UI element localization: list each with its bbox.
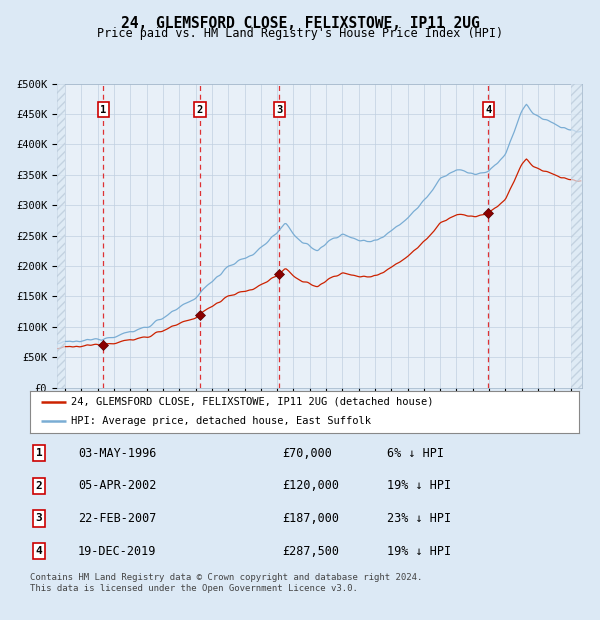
Text: 1: 1: [100, 105, 106, 115]
Text: 03-MAY-1996: 03-MAY-1996: [78, 447, 157, 460]
Bar: [571, 84, 582, 388]
Text: Price paid vs. HM Land Registry's House Price Index (HPI): Price paid vs. HM Land Registry's House …: [97, 27, 503, 40]
Text: £287,500: £287,500: [282, 544, 339, 557]
Text: 6% ↓ HPI: 6% ↓ HPI: [387, 447, 444, 460]
Text: 19% ↓ HPI: 19% ↓ HPI: [387, 544, 451, 557]
Bar: [57, 84, 65, 388]
Text: £70,000: £70,000: [282, 447, 332, 460]
Text: 4: 4: [35, 546, 43, 556]
Text: HPI: Average price, detached house, East Suffolk: HPI: Average price, detached house, East…: [71, 417, 371, 427]
Text: 2: 2: [197, 105, 203, 115]
Text: 2: 2: [35, 481, 43, 491]
Text: 24, GLEMSFORD CLOSE, FELIXSTOWE, IP11 2UG: 24, GLEMSFORD CLOSE, FELIXSTOWE, IP11 2U…: [121, 16, 479, 30]
Text: 23% ↓ HPI: 23% ↓ HPI: [387, 512, 451, 525]
Text: 19% ↓ HPI: 19% ↓ HPI: [387, 479, 451, 492]
Text: 22-FEB-2007: 22-FEB-2007: [78, 512, 157, 525]
Text: 4: 4: [485, 105, 491, 115]
Text: 3: 3: [35, 513, 43, 523]
Text: 19-DEC-2019: 19-DEC-2019: [78, 544, 157, 557]
Text: 05-APR-2002: 05-APR-2002: [78, 479, 157, 492]
Text: £120,000: £120,000: [282, 479, 339, 492]
Text: 3: 3: [277, 105, 283, 115]
Text: Contains HM Land Registry data © Crown copyright and database right 2024.
This d: Contains HM Land Registry data © Crown c…: [30, 574, 422, 593]
Text: £187,000: £187,000: [282, 512, 339, 525]
Text: 24, GLEMSFORD CLOSE, FELIXSTOWE, IP11 2UG (detached house): 24, GLEMSFORD CLOSE, FELIXSTOWE, IP11 2U…: [71, 397, 434, 407]
Text: 1: 1: [35, 448, 43, 458]
